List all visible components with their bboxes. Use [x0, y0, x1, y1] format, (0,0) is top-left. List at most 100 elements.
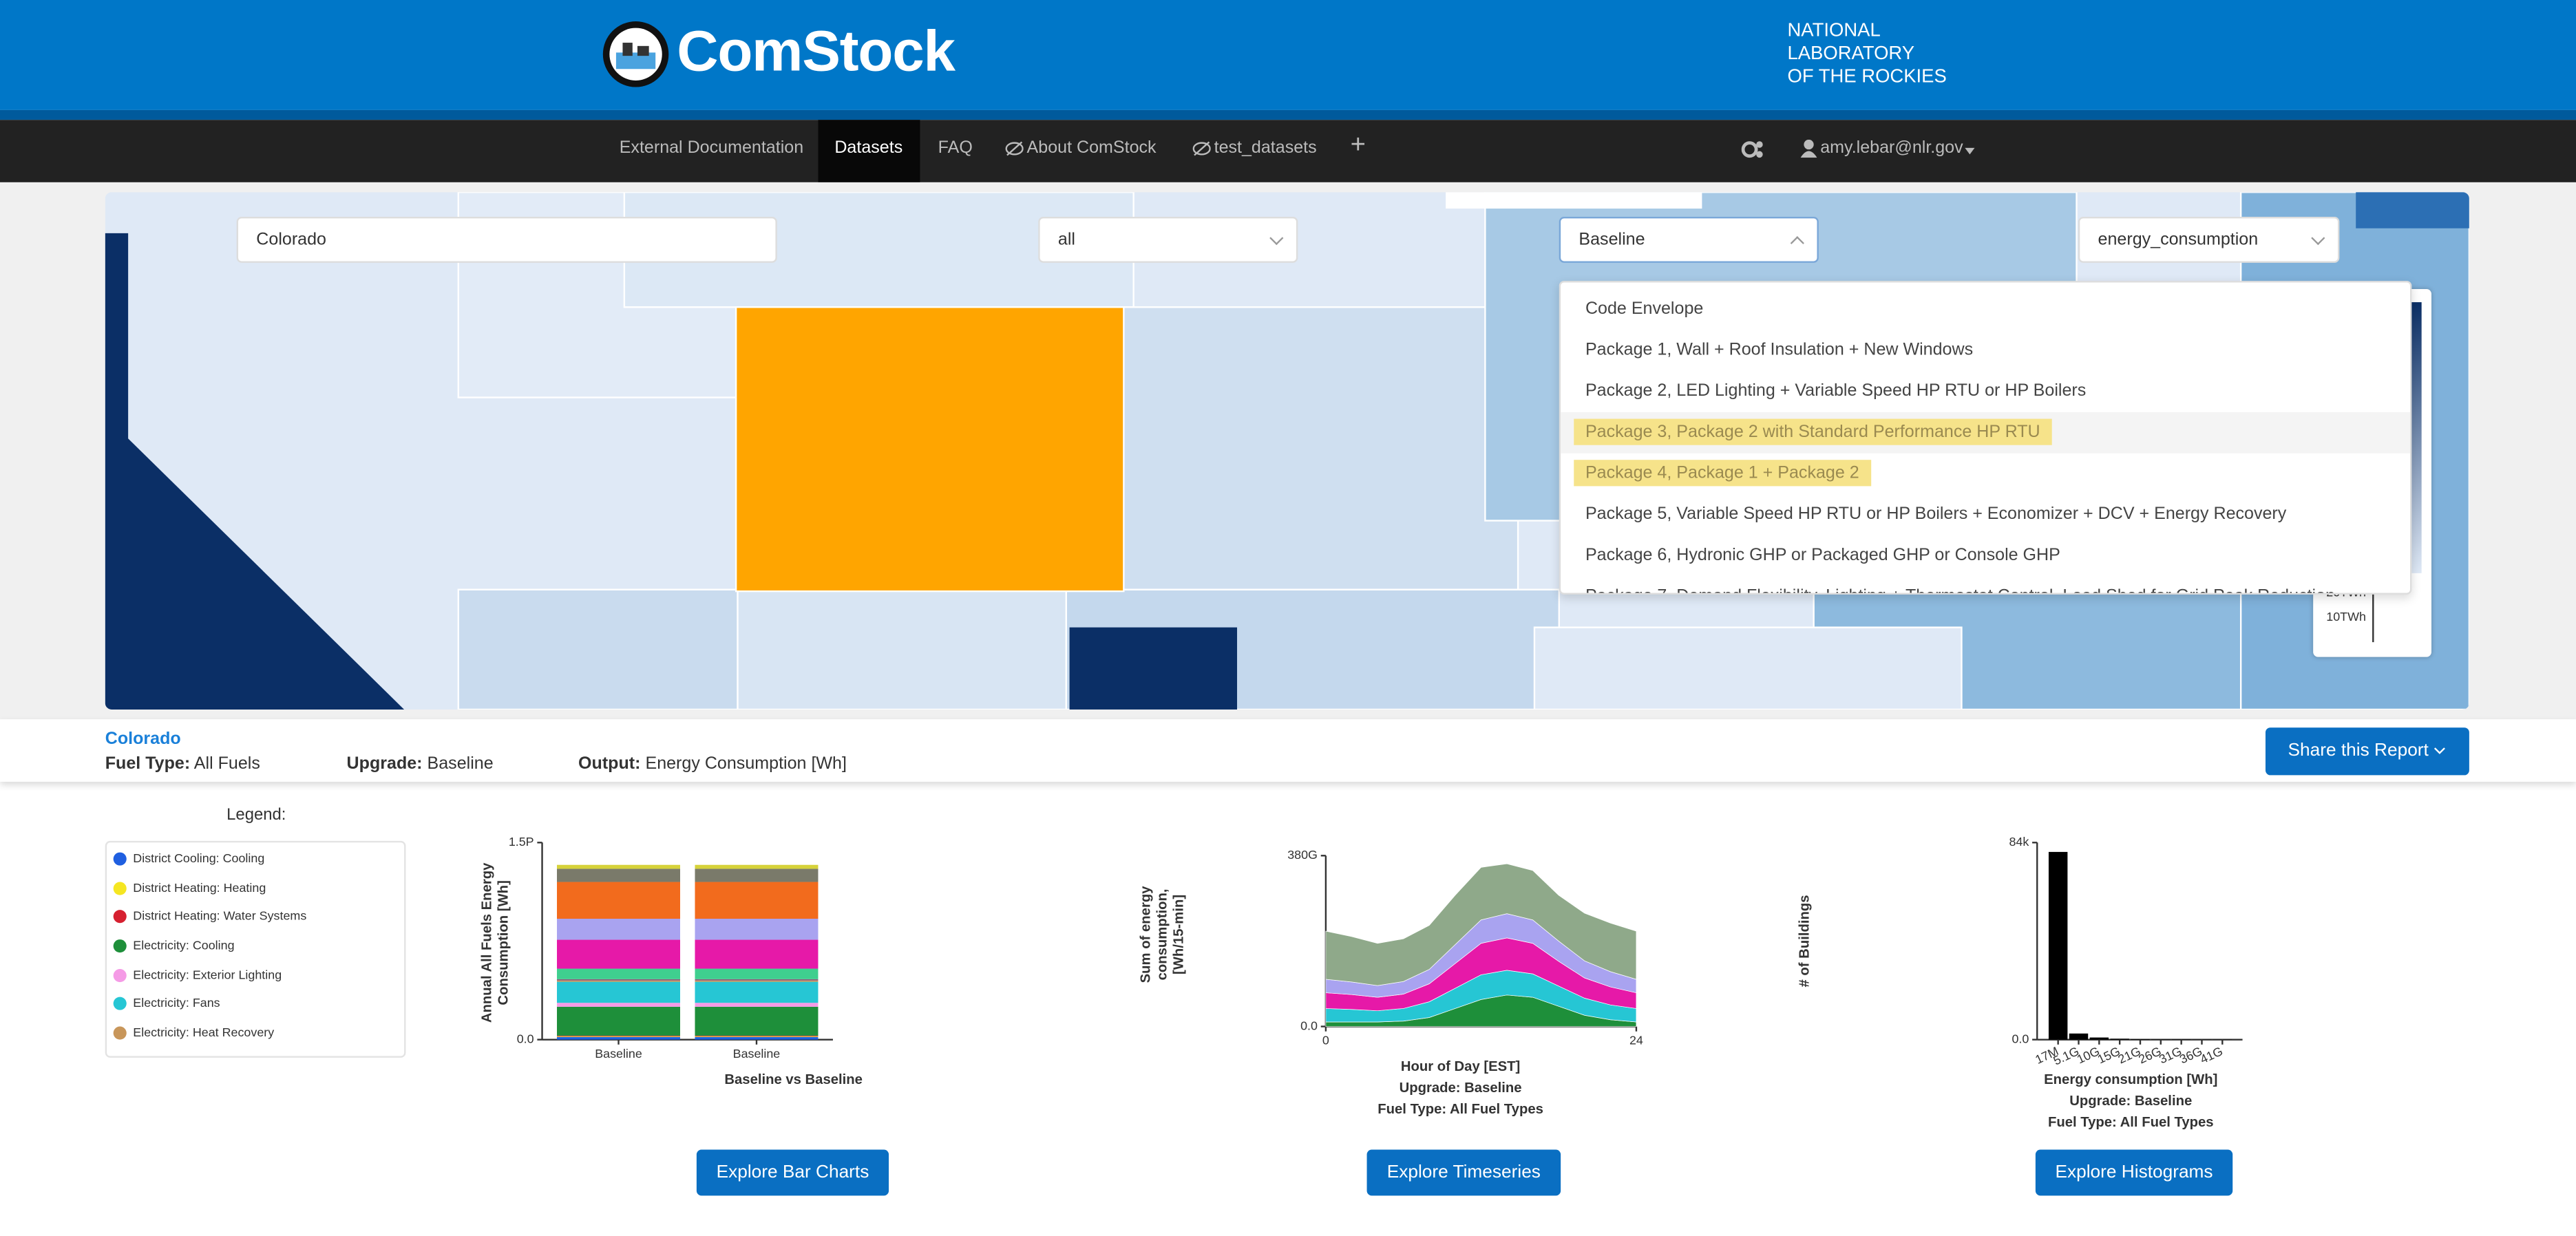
summary-location: Colorado: [105, 729, 181, 749]
legend-label: Electricity: Exterior Lighting: [133, 967, 282, 982]
logo-icon: [602, 21, 669, 87]
option-label: Package 7, Demand Flexibility, Lighting …: [1585, 586, 2335, 593]
summary-output: Output: Energy Consumption [Wh]: [578, 754, 847, 774]
state: [2356, 192, 2469, 228]
nav-add[interactable]: +: [1350, 131, 1366, 160]
legend-swatch: [113, 910, 127, 924]
value: Baseline: [427, 754, 494, 774]
bar-segment: [557, 918, 681, 940]
select-value: Baseline: [1579, 230, 1645, 250]
dropdown-option[interactable]: Package 5, Variable Speed HP RTU or HP B…: [1561, 494, 2410, 535]
legend-item: Electricity: Fans: [107, 990, 404, 1019]
settings-icon[interactable]: [1741, 140, 1764, 160]
logo-text[interactable]: ComStock: [677, 19, 956, 84]
legend-label: District Heating: Heating: [133, 880, 266, 895]
state: [737, 588, 1068, 710]
legend-swatch: [113, 1026, 127, 1040]
chart-subtitle: Fuel Type: All Fuel Types: [1377, 1102, 1543, 1117]
bar-segment: [557, 968, 681, 979]
option-label: Package 4, Package 1 + Package 2: [1574, 460, 1871, 487]
output-select[interactable]: energy_consumption: [2078, 217, 2340, 263]
nav-link[interactable]: test_datasets: [1214, 138, 1317, 158]
legend-label: Electricity: Heat Recovery: [133, 1025, 275, 1040]
nav-link[interactable]: About ComStock: [1026, 138, 1157, 158]
dropdown-option[interactable]: Package 7, Demand Flexibility, Lighting …: [1561, 577, 2410, 593]
state: [1533, 626, 1963, 710]
x-tick-label: 24: [1629, 1034, 1643, 1047]
legend-item: Electricity: Exterior Lighting: [107, 960, 404, 989]
bar-segment: [695, 939, 819, 969]
selected-state: [735, 306, 1125, 593]
bar-segment: [557, 1036, 681, 1040]
bar: [2069, 1033, 2089, 1040]
state: [457, 588, 739, 710]
y-tick-label: 0.0: [517, 1032, 534, 1045]
bar-segment: [695, 981, 819, 1003]
legend-item: Electricity: Heat Recovery: [107, 1019, 404, 1047]
legend-label: District Cooling: Cooling: [133, 851, 265, 866]
y-tick-label: 84k: [2009, 835, 2029, 849]
y-tick-label: 0.0: [2012, 1032, 2029, 1045]
chart-subtitle: Upgrade: Baseline: [2069, 1094, 2192, 1109]
x-axis-title: Baseline vs Baseline: [724, 1072, 863, 1087]
bar-segment: [557, 869, 681, 882]
share-button[interactable]: Share this Report: [2265, 727, 2469, 776]
legend-item: Electricity: Heat Rejection: [107, 1047, 404, 1056]
user-menu[interactable]: amy.lebar@nlr.gov: [1820, 138, 1963, 158]
upgrade-select[interactable]: Baseline: [1559, 217, 1819, 263]
summary-upgrade: Upgrade: Baseline: [347, 754, 494, 774]
bar-segment: [695, 1003, 819, 1007]
caret: [2434, 747, 2446, 754]
x-tick-label: 41G: [2198, 1044, 2225, 1066]
geography-input[interactable]: Colorado: [236, 217, 777, 263]
caret: [1965, 147, 1975, 155]
label: Output:: [578, 754, 641, 774]
explore-button[interactable]: Explore Histograms: [2035, 1149, 2233, 1196]
option-label: Package 3, Package 2 with Standard Perfo…: [1574, 418, 2052, 445]
dropdown-option[interactable]: Package 2, LED Lighting + Variable Speed…: [1561, 371, 2410, 412]
y-tick-label: 0.0: [1300, 1019, 1318, 1032]
legend-item: District Heating: Heating: [107, 873, 404, 902]
nav-link[interactable]: Datasets: [834, 138, 903, 158]
x-tick-label: Baseline: [595, 1047, 642, 1061]
legend-label: Electricity: Fans: [133, 996, 220, 1011]
option-label: Code Envelope: [1585, 299, 1704, 319]
bar-segment: [557, 1006, 681, 1036]
state: [105, 233, 405, 710]
option-label: Package 1, Wall + Roof Insulation + New …: [1585, 340, 1974, 360]
chart-subtitle: Upgrade: Baseline: [1400, 1080, 1522, 1096]
explore-button[interactable]: Explore Timeseries: [1366, 1149, 1561, 1196]
dropdown-option[interactable]: Package 3, Package 2 with Standard Perfo…: [1561, 412, 2410, 454]
bar-segment: [695, 869, 819, 882]
legend-label: Electricity: Heat Rejection: [133, 1054, 273, 1056]
dropdown-option[interactable]: Package 6, Hydronic GHP or Packaged GHP …: [1561, 535, 2410, 577]
summary-fuel: Fuel Type: All Fuels: [105, 754, 260, 774]
bar-segment: [557, 1003, 681, 1007]
eye-slash-icon: [1192, 141, 1211, 156]
bar-segment: [557, 981, 681, 1003]
state: [1123, 306, 1519, 590]
legend-item: District Heating: Water Systems: [107, 902, 404, 931]
explore-button[interactable]: Explore Bar Charts: [696, 1149, 889, 1196]
dropdown-option[interactable]: Package 1, Wall + Roof Insulation + New …: [1561, 330, 2410, 372]
user-icon: [1800, 139, 1817, 158]
dropdown-option[interactable]: Code Envelope: [1561, 289, 2410, 330]
building-type-select[interactable]: all: [1038, 217, 1298, 263]
state: [1069, 627, 1238, 710]
legend-label: District Heating: Water Systems: [133, 908, 307, 924]
select-value: energy_consumption: [2098, 230, 2259, 250]
bar-segment: [695, 979, 819, 981]
legend: District Cooling: Cooling District Heatin…: [105, 840, 406, 1058]
area: [1325, 863, 1637, 986]
bar-segment: [557, 1036, 681, 1037]
dropdown-option[interactable]: Package 4, Package 1 + Package 2: [1561, 454, 2410, 495]
bar-segment: [557, 864, 681, 869]
legend-item: Electricity: Cooling: [107, 931, 404, 960]
label: Fuel Type:: [105, 754, 191, 774]
legend-tick-label: 10TWh: [2326, 609, 2366, 624]
nav-link[interactable]: FAQ: [938, 138, 973, 158]
nav-link[interactable]: External Documentation: [619, 138, 804, 158]
bar-segment: [695, 1036, 819, 1037]
